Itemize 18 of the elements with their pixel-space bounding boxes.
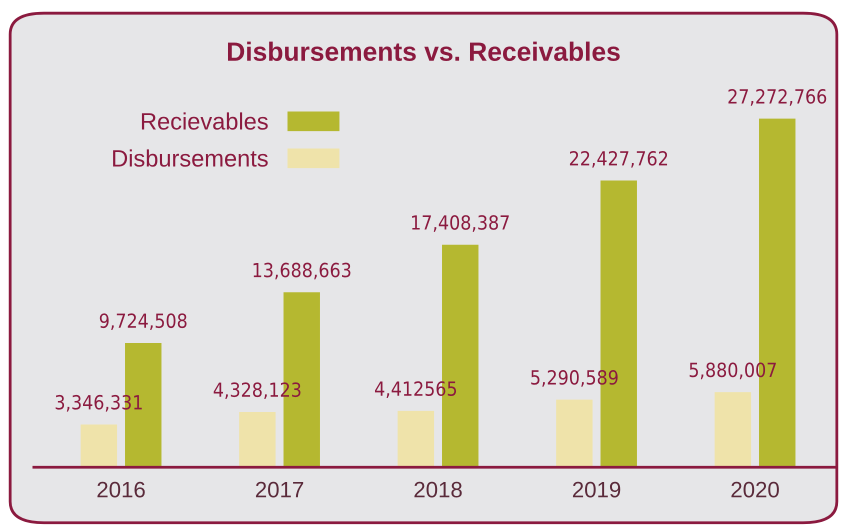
x-tick-label: 2017 [256,482,304,498]
chart-title: Disbursements vs. Receivables [228,42,620,61]
data-label: 22,427,762 [570,150,668,168]
bar [239,412,276,468]
data-label: 13,688,663 [254,262,350,280]
bar [398,410,434,468]
data-label: 9,724,508 [100,313,187,330]
x-tick-label: 2018 [414,482,462,498]
bar [80,424,118,468]
data-label: 27,272,766 [728,89,826,106]
bar [714,392,752,468]
data-label: 17,408,387 [412,215,509,232]
x-tick-label: 2020 [731,482,779,498]
x-tick-label: 2019 [572,482,620,498]
legend-label: Recievables [142,112,268,130]
bar [556,400,593,468]
x-tick-label: 2016 [97,482,145,498]
legend-label: Disbursements [113,149,268,167]
